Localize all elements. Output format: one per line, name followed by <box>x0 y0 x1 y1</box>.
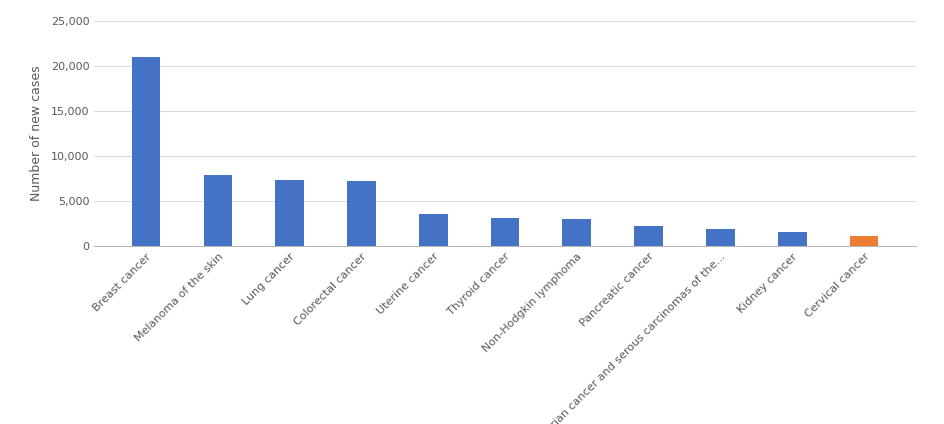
Bar <box>347 181 376 246</box>
Bar <box>706 229 734 246</box>
Bar <box>778 232 806 246</box>
Bar <box>491 218 519 246</box>
Bar <box>276 180 304 246</box>
Bar <box>419 215 447 246</box>
Bar <box>204 175 232 246</box>
Bar <box>132 57 160 246</box>
Bar <box>850 237 878 246</box>
Y-axis label: Number of new cases: Number of new cases <box>29 66 42 201</box>
Bar <box>634 226 663 246</box>
Bar <box>563 218 591 246</box>
